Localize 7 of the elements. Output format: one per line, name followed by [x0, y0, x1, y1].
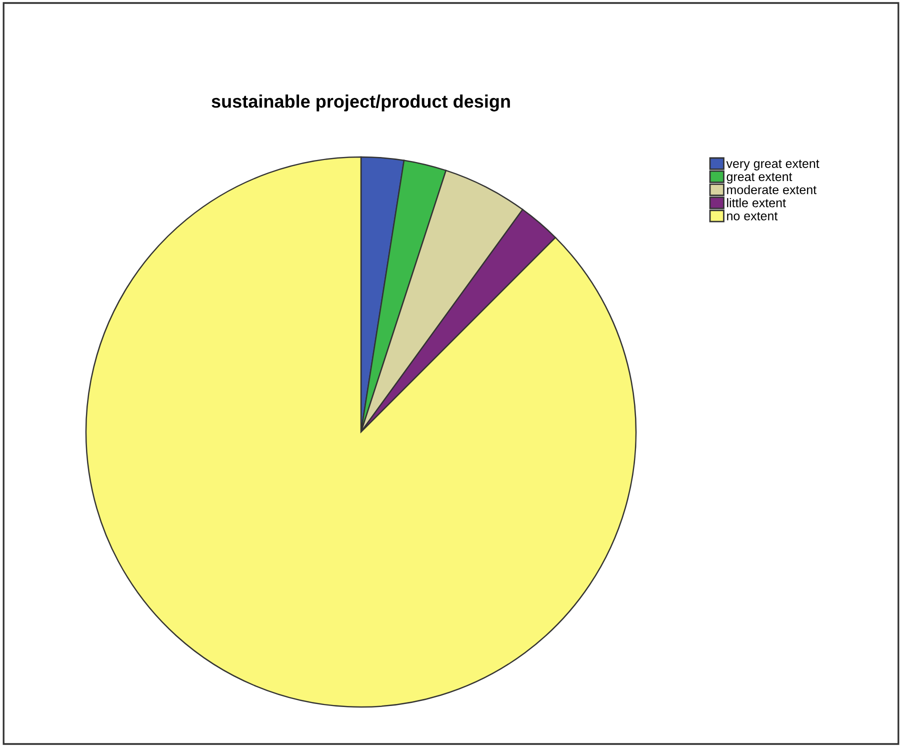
chart-title: sustainable project/product design	[212, 94, 510, 112]
legend-label: no extent	[727, 212, 778, 220]
pie-slice	[85, 156, 637, 708]
legend-label: great extent	[726, 172, 792, 184]
legend-label: very great extent	[726, 160, 820, 170]
legend-label: little extent	[727, 198, 786, 208]
legend-label: moderate extent	[727, 185, 816, 194]
